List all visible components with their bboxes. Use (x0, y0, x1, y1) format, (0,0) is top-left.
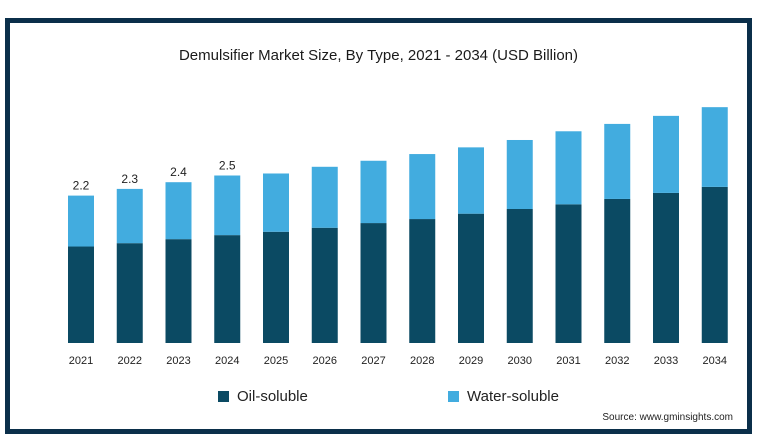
bar-water-soluble-2025 (263, 173, 289, 232)
x-tick-label-2034: 2034 (703, 355, 727, 367)
bar-water-soluble-2022 (116, 188, 143, 244)
bar-oil-soluble-2026 (311, 227, 338, 343)
data-label-2024: 2.5 (219, 159, 236, 173)
bar-water-soluble-2024 (214, 175, 241, 236)
x-tick-label-2023: 2023 (166, 355, 190, 367)
bar-oil-soluble-2021 (68, 246, 94, 343)
chart-title: Demulsifier Market Size, By Type, 2021 -… (178, 47, 579, 64)
data-label-2022: 2.3 (121, 172, 138, 186)
x-tick-label-2025: 2025 (264, 355, 288, 367)
x-tick-label-2027: 2027 (361, 355, 385, 367)
bar-oil-soluble-2023 (165, 239, 192, 343)
legend-label-water-soluble: Water-soluble (467, 388, 559, 405)
chart-frame: Demulsifier Market Size, By Type, 2021 -… (5, 18, 752, 434)
x-tick-label-2022: 2022 (118, 355, 142, 367)
legend-label-oil-soluble: Oil-soluble (237, 388, 308, 405)
data-label-2021: 2.2 (73, 179, 90, 193)
bar-oil-soluble-2027 (360, 223, 387, 343)
source-note: Source: www.gminsights.com (602, 412, 733, 423)
bar-water-soluble-2026 (311, 166, 338, 228)
x-tick-label-2028: 2028 (410, 355, 434, 367)
bar-oil-soluble-2022 (116, 243, 143, 343)
legend-swatch-oil-soluble (218, 391, 229, 402)
bar-oil-soluble-2034 (701, 186, 728, 343)
bar-water-soluble-2033 (653, 115, 679, 193)
x-tick-label-2026: 2026 (313, 355, 337, 367)
x-tick-label-2031: 2031 (556, 355, 580, 367)
legend-item-oil-soluble: Oil-soluble (218, 388, 308, 405)
bar-water-soluble-2021 (68, 195, 94, 247)
bar-oil-soluble-2025 (263, 231, 289, 343)
bar-oil-soluble-2029 (458, 213, 484, 343)
bar-oil-soluble-2032 (604, 198, 631, 343)
bar-oil-soluble-2028 (409, 219, 436, 343)
bar-water-soluble-2028 (409, 154, 436, 220)
x-tick-label-2024: 2024 (215, 355, 239, 367)
bar-water-soluble-2023 (165, 182, 192, 240)
bar-oil-soluble-2031 (555, 204, 582, 343)
x-tick-label-2032: 2032 (605, 355, 629, 367)
legend-swatch-water-soluble (448, 391, 459, 402)
bar-water-soluble-2031 (555, 131, 582, 205)
x-tick-label-2033: 2033 (654, 355, 678, 367)
bar-water-soluble-2030 (506, 139, 533, 209)
x-tick-label-2030: 2030 (508, 355, 532, 367)
x-tick-label-2029: 2029 (459, 355, 483, 367)
x-tick-label-2021: 2021 (69, 355, 93, 367)
data-label-2023: 2.4 (170, 165, 187, 179)
bar-water-soluble-2034 (701, 107, 728, 187)
legend-item-water-soluble: Water-soluble (448, 388, 559, 405)
chart-plot: 2021 2022 2023 2024 2025 2026 2027 2028 2029 2030… (68, 107, 728, 367)
bar-oil-soluble-2024 (214, 235, 241, 343)
bar-water-soluble-2032 (604, 123, 631, 199)
bar-oil-soluble-2030 (506, 209, 533, 343)
bar-oil-soluble-2033 (653, 192, 679, 343)
bar-water-soluble-2029 (458, 147, 484, 214)
chart-legend: Oil-soluble Water-soluble (10, 388, 747, 412)
bar-water-soluble-2027 (360, 160, 387, 224)
